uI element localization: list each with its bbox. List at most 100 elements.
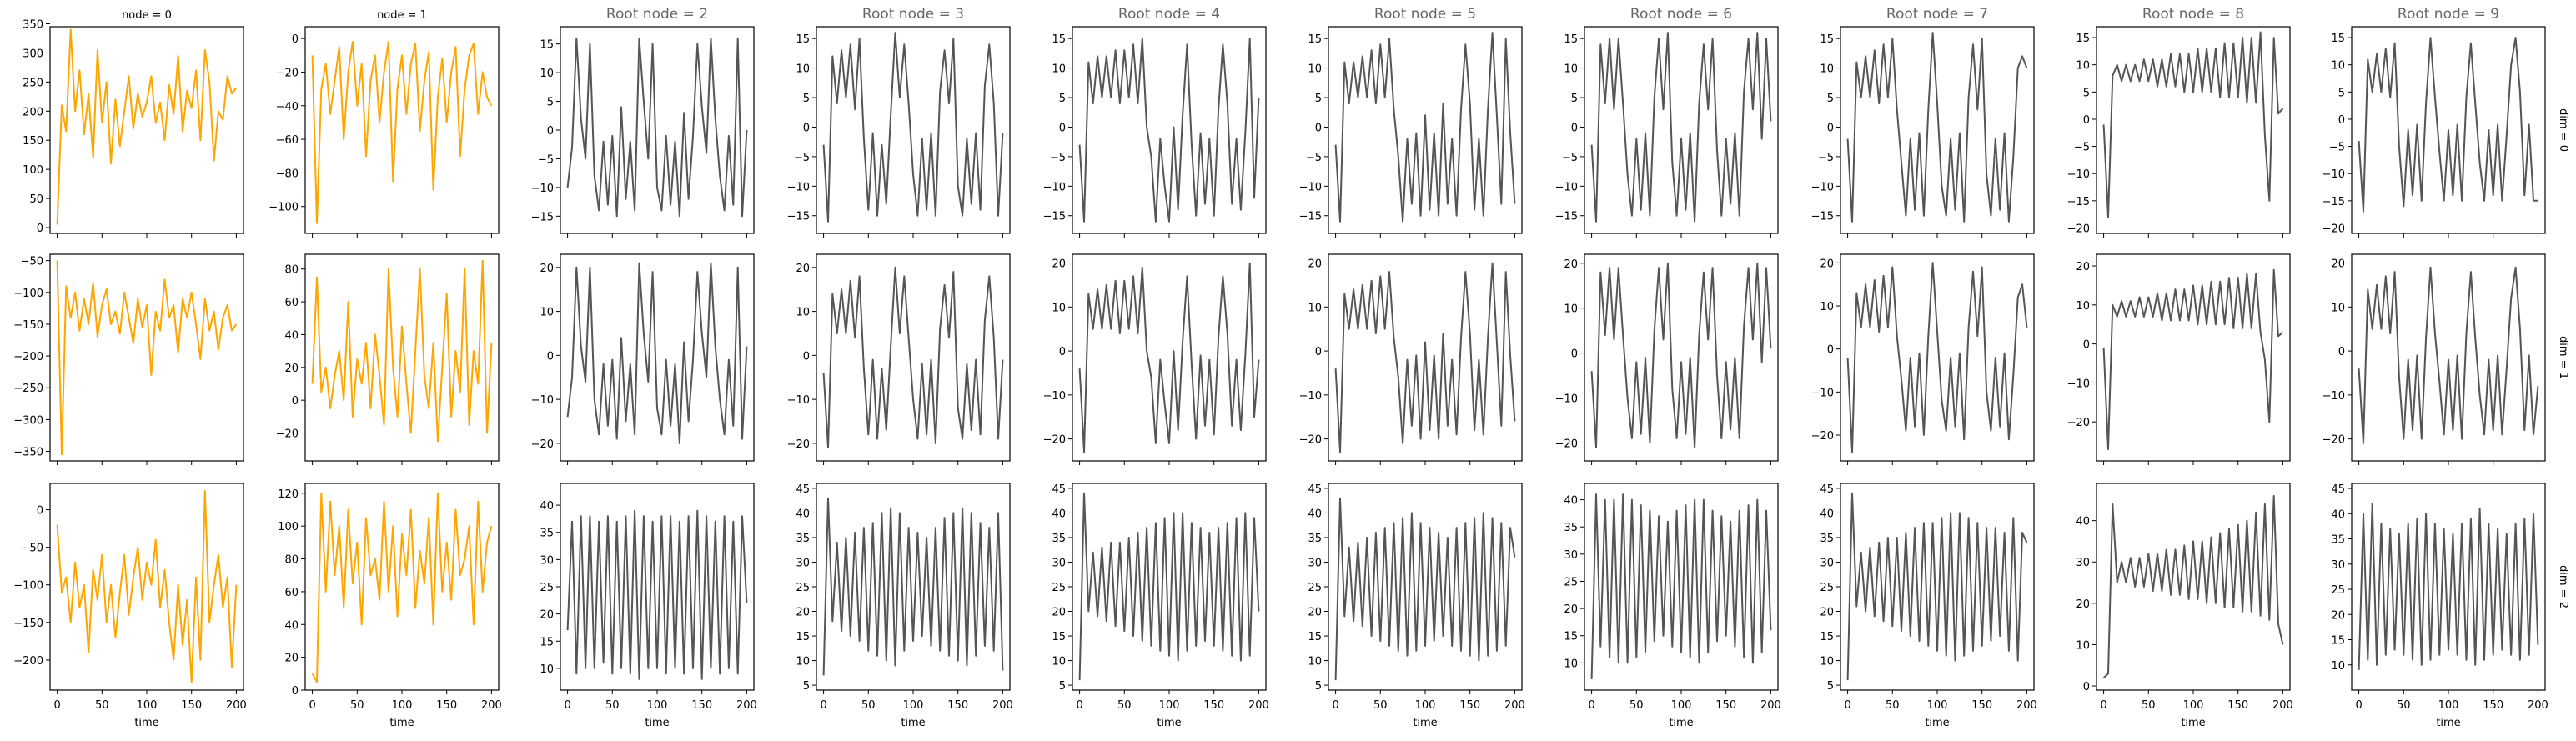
y-tick-label: −100 bbox=[13, 580, 43, 593]
x-tick-label: 150 bbox=[2227, 699, 2248, 712]
series-line bbox=[566, 37, 748, 218]
x-tick-label: 150 bbox=[691, 699, 712, 712]
y-tick-label: 10 bbox=[2076, 60, 2090, 73]
x-tick-label: 100 bbox=[1927, 699, 1948, 712]
y-tick-label: 5 bbox=[803, 680, 810, 693]
subplot-r1-c6: −20 −10 0 10 20 bbox=[1555, 253, 1779, 465]
y-tick-label: −5 bbox=[1050, 152, 1066, 164]
series-line bbox=[1846, 32, 2028, 223]
subplot-r2-c7: 5 10 15 20 25 30 35 40 45 0 50 100 150 200 time bbox=[1820, 483, 2037, 729]
y-tick-label: −15 bbox=[531, 211, 554, 223]
subplot-r0-c7: −15 −10 −5 0 5 10 15 Root node = 7 bbox=[1811, 6, 2035, 238]
x-tick-label: 200 bbox=[2272, 699, 2293, 712]
y-tick-label: 20 bbox=[2076, 261, 2090, 273]
y-tick-label: 0 bbox=[37, 505, 43, 518]
row-label: dim = 0 bbox=[2557, 108, 2569, 152]
y-tick-label: 0 bbox=[803, 350, 810, 363]
subplot-r1-c5: −20 −10 0 10 20 bbox=[1299, 253, 1523, 465]
y-tick-label: 20 bbox=[1564, 258, 1578, 271]
y-tick-label: 10 bbox=[1308, 63, 1322, 76]
x-tick-label: 100 bbox=[392, 699, 413, 712]
subplot-r0-c3: −15 −10 −5 0 5 10 15 Root node = 3 bbox=[787, 6, 1011, 238]
x-axis-label: time bbox=[134, 717, 158, 729]
y-tick-label: 45 bbox=[1308, 483, 1322, 496]
y-tick-label: 30 bbox=[796, 557, 810, 569]
y-tick-label: 5 bbox=[1827, 93, 1834, 105]
x-tick-label: 50 bbox=[350, 699, 364, 712]
axes-frame bbox=[1840, 483, 2035, 691]
y-tick-label: 0 bbox=[1571, 348, 1578, 361]
x-tick-label: 150 bbox=[436, 699, 457, 712]
y-tick-label: 20 bbox=[2331, 609, 2345, 622]
y-tick-label: 15 bbox=[1564, 631, 1578, 643]
y-tick-label: 10 bbox=[2331, 60, 2345, 73]
x-tick-label: 0 bbox=[1844, 699, 1850, 712]
y-tick-label: −5 bbox=[1818, 152, 1834, 164]
subplot-r0-c4: −15 −10 −5 0 5 10 15 Root node = 4 bbox=[1043, 6, 1267, 238]
subplot-r1-c7: −20 −10 0 10 20 bbox=[1811, 253, 2035, 465]
y-tick-label: −10 bbox=[1299, 181, 1322, 193]
series-line bbox=[1590, 32, 1772, 223]
y-tick-label: 35 bbox=[1820, 533, 1834, 545]
y-tick-label: 15 bbox=[2331, 33, 2345, 45]
subplot-r2-c2: 10 15 20 25 30 35 40 0 50 100 150 200 time bbox=[540, 483, 757, 729]
y-tick-label: 0 bbox=[1059, 346, 1066, 358]
subplot-r2-c5: 5 10 15 20 25 30 35 40 45 0 50 100 150 200 time bbox=[1308, 483, 1525, 729]
y-tick-label: −40 bbox=[276, 101, 299, 113]
x-tick-label: 0 bbox=[309, 699, 315, 712]
y-tick-label: −10 bbox=[2067, 378, 2090, 390]
y-tick-label: 15 bbox=[1308, 631, 1322, 643]
x-tick-label: 150 bbox=[1459, 699, 1480, 712]
subplot-r0-c9: −20 −15 −10 −5 0 5 10 15 Root node = 9 dim = 0 bbox=[2322, 6, 2569, 238]
y-tick-label: −20 bbox=[2067, 417, 2090, 429]
x-tick-label: 50 bbox=[1629, 699, 1644, 712]
y-tick-label: 10 bbox=[2331, 302, 2345, 314]
y-tick-label: 60 bbox=[284, 297, 299, 309]
x-axis-label: time bbox=[1669, 717, 1693, 729]
y-tick-label: 200 bbox=[23, 106, 43, 118]
y-tick-label: 15 bbox=[2331, 635, 2345, 648]
y-tick-label: 0 bbox=[292, 33, 299, 46]
x-tick-label: 200 bbox=[2528, 699, 2548, 712]
x-tick-label: 150 bbox=[947, 699, 968, 712]
x-tick-label: 0 bbox=[1076, 699, 1082, 712]
y-tick-label: 25 bbox=[540, 582, 554, 594]
y-tick-label: 35 bbox=[1052, 533, 1066, 545]
series-line bbox=[1590, 493, 1772, 679]
x-tick-label: 50 bbox=[1886, 699, 1900, 712]
y-tick-label: 80 bbox=[284, 264, 299, 277]
y-tick-label: −20 bbox=[276, 67, 299, 79]
y-tick-label: −150 bbox=[13, 618, 43, 630]
y-tick-label: 20 bbox=[284, 653, 299, 665]
y-tick-label: 20 bbox=[2331, 258, 2345, 271]
series-line bbox=[1078, 492, 1260, 681]
y-tick-label: 0 bbox=[2083, 339, 2090, 352]
y-tick-label: 10 bbox=[540, 68, 554, 80]
x-tick-label: 50 bbox=[95, 699, 109, 712]
x-tick-label: 100 bbox=[1671, 699, 1692, 712]
y-tick-label: −100 bbox=[13, 288, 43, 300]
x-tick-label: 50 bbox=[2397, 699, 2411, 712]
y-tick-label: −10 bbox=[531, 183, 554, 195]
y-tick-label: 10 bbox=[2331, 660, 2345, 673]
y-tick-label: 10 bbox=[1308, 302, 1322, 314]
y-tick-label: 5 bbox=[1315, 93, 1322, 105]
y-tick-label: −20 bbox=[2067, 223, 2090, 235]
x-tick-label: 150 bbox=[1715, 699, 1736, 712]
y-tick-label: 0 bbox=[292, 685, 299, 698]
y-tick-label: −300 bbox=[13, 414, 43, 427]
series-line bbox=[2102, 494, 2284, 678]
subplot-title: node = 1 bbox=[377, 9, 427, 22]
y-tick-label: −20 bbox=[1555, 438, 1578, 450]
y-tick-label: 120 bbox=[278, 488, 299, 501]
y-tick-label: −20 bbox=[1811, 430, 1834, 443]
y-tick-label: −5 bbox=[1562, 152, 1578, 164]
axes-frame bbox=[1072, 26, 1267, 234]
y-tick-label: 0 bbox=[1827, 344, 1834, 357]
y-tick-label: 0 bbox=[1059, 122, 1066, 134]
y-tick-label: −20 bbox=[2322, 434, 2345, 447]
y-tick-label: −20 bbox=[531, 438, 554, 451]
y-tick-label: 45 bbox=[796, 483, 810, 496]
y-tick-label: 25 bbox=[2331, 584, 2345, 597]
subplot-r0-c1: −100 −80 −60 −40 −20 0 node = 1 bbox=[269, 9, 500, 238]
